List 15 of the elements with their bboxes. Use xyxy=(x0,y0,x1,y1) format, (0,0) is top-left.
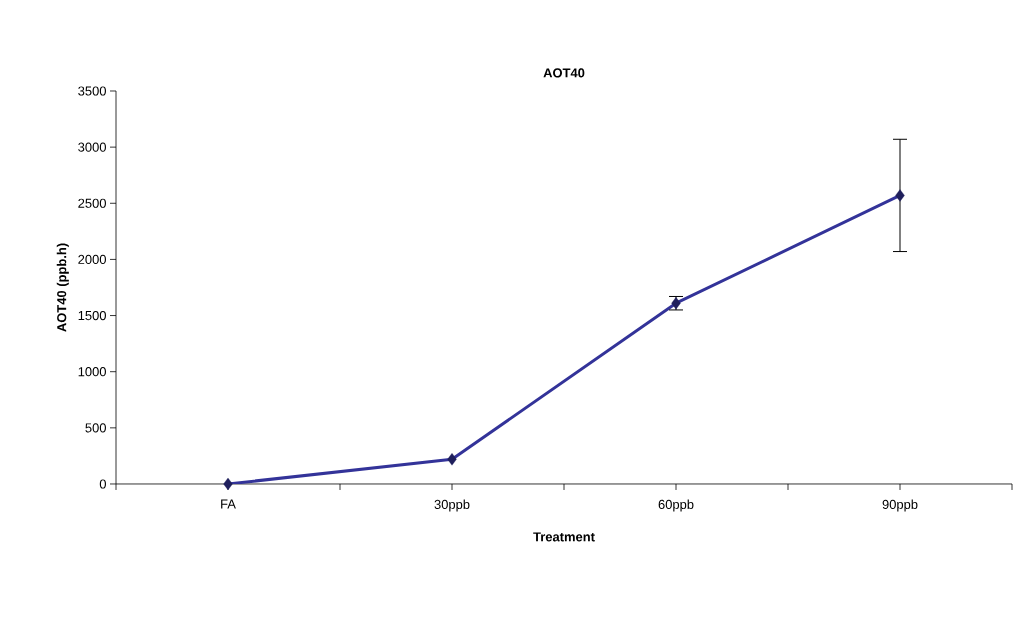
y-tick-label: 2500 xyxy=(78,198,106,208)
y-tick-label: 3000 xyxy=(78,142,106,152)
y-tick-label: 500 xyxy=(85,423,106,433)
y-tick-label: 1500 xyxy=(78,310,106,321)
y-tick-label: 1000 xyxy=(78,367,106,377)
y-tick-label: 2000 xyxy=(78,254,106,264)
x-axis-title: Treatment xyxy=(533,532,595,542)
y-axis-title: AOT40 (ppb.h) xyxy=(56,243,69,332)
x-tick-label: 90ppb xyxy=(882,499,918,512)
x-tick-label: FA xyxy=(221,499,236,509)
x-tick-label: 60ppb xyxy=(658,499,694,512)
y-tick-label: 3500 xyxy=(78,86,106,96)
y-tick-label: 0 xyxy=(99,479,106,489)
x-tick-label: 30ppb xyxy=(434,499,470,512)
chart-title: AOT40 xyxy=(543,68,585,78)
